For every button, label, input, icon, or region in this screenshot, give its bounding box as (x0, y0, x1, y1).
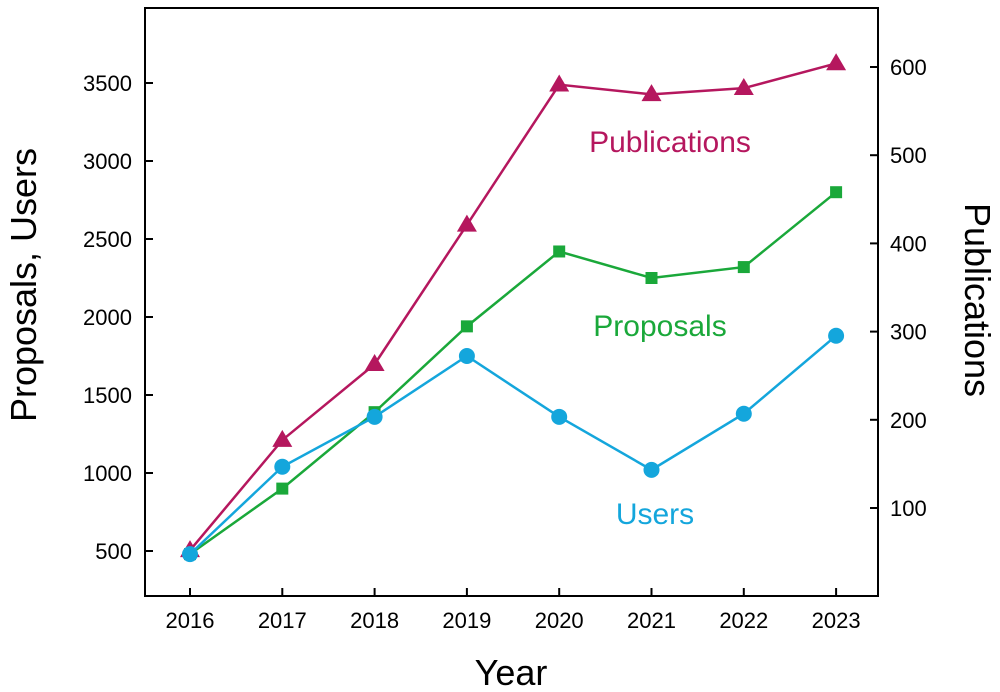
proposals-marker (553, 245, 566, 258)
y-right-tick-label: 400 (890, 231, 927, 256)
publications-marker (549, 74, 570, 92)
series-labels: Publications Proposals Users (589, 126, 751, 531)
proposals-line (189, 191, 837, 556)
users-marker (643, 461, 660, 478)
publications-label: Publications (589, 126, 751, 159)
users-marker (458, 348, 475, 364)
x-tick-label: 2022 (719, 608, 768, 633)
y-left-tick-label: 2000 (83, 305, 132, 330)
publications-line (189, 62, 837, 552)
x-tick-label: 2020 (535, 608, 584, 633)
users-marker (735, 405, 752, 422)
y-right-tick-label: 500 (890, 143, 927, 168)
y-axis-title-right: Publications (957, 203, 998, 397)
x-tick-label: 2019 (442, 608, 491, 633)
x-axis-title: Year (475, 652, 548, 692)
users-marker (274, 458, 291, 475)
users-marker (551, 408, 568, 425)
plot-frame (144, 7, 879, 597)
publications-marker (733, 77, 754, 95)
y-left-tick-label: 1000 (83, 461, 132, 486)
publications-marker (364, 354, 385, 372)
y-left-tick-label: 2500 (83, 227, 132, 252)
x-tick-label: 2016 (166, 608, 215, 633)
users-marker (828, 327, 845, 344)
proposals-marker (645, 272, 658, 284)
users-marker (366, 408, 383, 425)
publications-marker (456, 214, 477, 232)
proposals-label: Proposals (593, 310, 726, 343)
users-marker (182, 546, 198, 563)
publications-marker (272, 429, 293, 447)
y-right-tick-label: 600 (890, 55, 927, 80)
y-axis-title-left: Proposals, Users (3, 148, 44, 422)
x-tick-label: 2021 (627, 608, 676, 633)
series-group (180, 53, 847, 563)
publications-marker (641, 84, 662, 102)
y-left-tick-label: 3000 (83, 149, 132, 174)
publications-marker (826, 53, 847, 71)
users-line (189, 334, 837, 556)
ticks: 2016 2017 2018 2019 2020 2021 2022 2023 500 1000 1… (83, 55, 927, 633)
x-tick-label: 2023 (812, 608, 861, 633)
x-tick-label: 2018 (350, 608, 399, 633)
proposals-marker (276, 482, 289, 495)
y-right-tick-label: 100 (890, 496, 927, 521)
y-left-tick-label: 500 (95, 539, 132, 564)
y-left-tick-label: 1500 (83, 383, 132, 408)
users-label: Users (616, 498, 694, 531)
y-right-tick-label: 200 (890, 408, 927, 433)
y-left-tick-label: 3500 (83, 71, 132, 96)
proposals-marker (737, 261, 750, 274)
proposals-marker (460, 320, 473, 333)
x-tick-label: 2017 (258, 608, 307, 633)
proposals-marker (830, 186, 843, 199)
y-right-tick-label: 300 (890, 320, 927, 345)
